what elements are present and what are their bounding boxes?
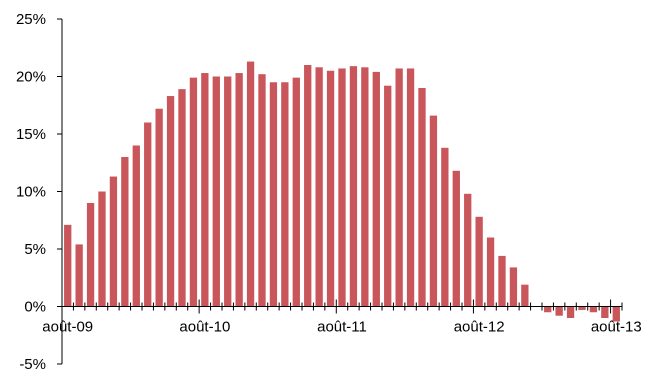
bar-août-10 <box>201 73 209 307</box>
bar-févr-11 <box>269 82 278 307</box>
bar-juin-13 <box>589 306 598 313</box>
bar-nov-11 <box>372 71 380 307</box>
bar-oct-09 <box>86 203 95 307</box>
bar-mai-13 <box>578 306 586 310</box>
x-tick-label: août-12 <box>454 319 505 336</box>
bar-nov-12 <box>509 267 518 307</box>
y-tick-label: 5% <box>24 241 46 258</box>
bar-août-12 <box>475 216 483 307</box>
bar-nov-10 <box>235 73 243 307</box>
bar-janv-12 <box>395 68 403 307</box>
bar-janv-10 <box>121 157 129 307</box>
bar-juil-11 <box>326 70 335 307</box>
bar-mai-12 <box>441 147 449 307</box>
bar-déc-10 <box>246 61 255 307</box>
bar-mai-11 <box>304 65 312 307</box>
bar-déc-12 <box>521 284 529 307</box>
axes-group <box>57 18 623 365</box>
bar-déc-09 <box>109 176 118 307</box>
bar-juin-12 <box>452 170 460 307</box>
bar-mai-10 <box>166 96 175 307</box>
x-tick-label: août-11 <box>317 319 367 336</box>
bar-mars-12 <box>418 88 426 307</box>
bar-févr-10 <box>132 145 140 307</box>
bar-août-11 <box>338 68 346 307</box>
bar-juin-10 <box>178 89 186 307</box>
x-tick-label: août-09 <box>42 319 93 336</box>
bars-group <box>64 61 620 322</box>
bar-avr-11 <box>292 77 300 307</box>
bar-août-09 <box>64 224 72 307</box>
bar-juin-11 <box>315 67 323 307</box>
bar-juil-12 <box>464 193 472 307</box>
bar-sept-11 <box>349 66 358 307</box>
bar-mars-13 <box>555 306 563 316</box>
y-tick-label: 20% <box>16 69 46 86</box>
labels-group: 25% 20% 15% 10% 5% 0% -5% août-09 août-10 août-11… <box>16 11 642 369</box>
bar-avr-12 <box>429 115 438 307</box>
bar-févr-12 <box>406 68 415 307</box>
y-tick-label: 25% <box>16 11 46 28</box>
bar-nov-09 <box>98 191 106 307</box>
bar-févr-13 <box>544 306 552 313</box>
y-tick-label: 0% <box>24 299 46 316</box>
bar-oct-10 <box>224 76 232 307</box>
bar-sept-10 <box>212 76 220 307</box>
bar-oct-11 <box>361 67 369 307</box>
x-tick-label: août-10 <box>179 319 230 336</box>
bar-avr-13 <box>566 306 575 318</box>
bar-oct-12 <box>498 255 506 307</box>
bar-sept-12 <box>486 237 495 307</box>
y-tick-label: -5% <box>19 356 46 369</box>
y-tick-label: 15% <box>16 126 46 143</box>
bar-juil-13 <box>601 306 609 318</box>
bar-déc-11 <box>384 85 392 307</box>
bar-juil-10 <box>189 77 198 307</box>
bar-mars-11 <box>281 82 289 307</box>
bar-sept-09 <box>75 244 83 307</box>
y-tick-label: 10% <box>16 184 46 201</box>
bar-août-13 <box>612 306 620 322</box>
bar-janv-11 <box>258 74 266 307</box>
bar-mars-10 <box>144 122 152 307</box>
bar-avr-10 <box>155 108 163 307</box>
x-tick-label: août-13 <box>591 319 642 336</box>
